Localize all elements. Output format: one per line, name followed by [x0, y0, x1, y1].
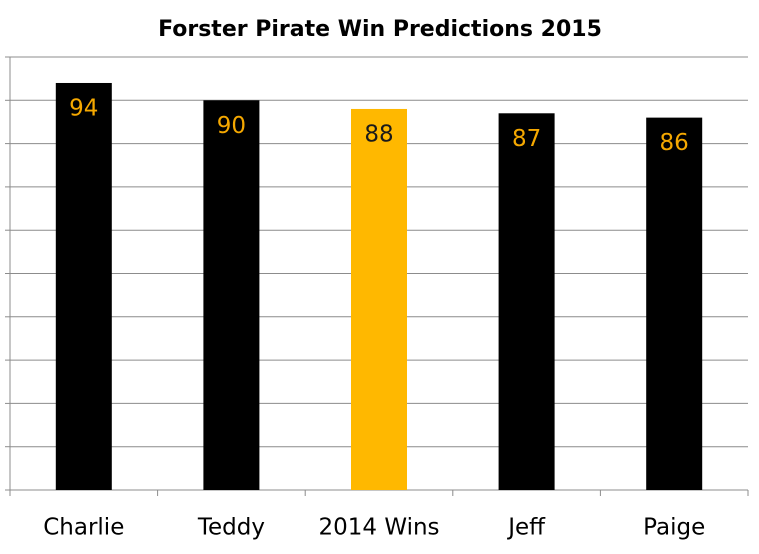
bar	[498, 113, 555, 490]
x-tick-label: Paige	[643, 515, 705, 541]
value-label: 94	[69, 95, 98, 121]
x-tick-label: Jeff	[506, 515, 546, 541]
value-label: 87	[512, 126, 541, 152]
bar	[646, 117, 703, 491]
chart-title: Forster Pirate Win Predictions 2015	[158, 17, 602, 42]
bar	[203, 100, 260, 491]
x-tick-label: 2014 Wins	[318, 515, 439, 541]
x-tick-label: Teddy	[197, 515, 265, 541]
value-label: 90	[217, 113, 246, 139]
x-tick-label: Charlie	[43, 515, 124, 541]
bar	[55, 82, 112, 490]
bar	[351, 108, 407, 491]
value-label: 88	[364, 121, 393, 147]
value-label: 86	[660, 130, 689, 156]
